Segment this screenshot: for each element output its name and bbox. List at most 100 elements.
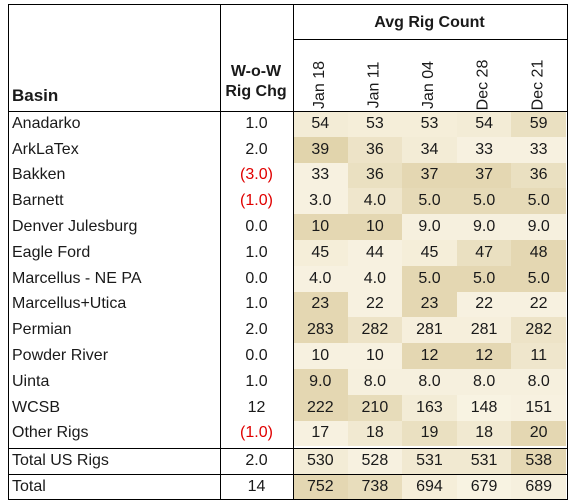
row-rig-count-cell: 282 bbox=[347, 317, 403, 344]
row-basin-name: Uinta bbox=[12, 372, 50, 390]
header-wow-line2: Rig Chg bbox=[225, 83, 287, 100]
row-rig-count-cell: 9.0 bbox=[456, 214, 512, 240]
row-rig-count-cell: 39 bbox=[293, 136, 348, 163]
row-basin-name: Marcellus+Utica bbox=[12, 295, 127, 313]
header-date-label: Jan 04 bbox=[420, 60, 438, 110]
header-date-label: Dec 28 bbox=[474, 59, 492, 111]
table-top-border bbox=[8, 4, 568, 5]
row-rig-count-cell: 10 bbox=[293, 343, 348, 369]
row-basin-name: Other Rigs bbox=[12, 424, 89, 442]
header-bottom-border bbox=[8, 111, 568, 112]
header-date-2: Jan 04 bbox=[402, 58, 456, 112]
row-rig-count-cell: 20 bbox=[511, 420, 566, 447]
row-rig-count-cell: 10 bbox=[293, 214, 348, 240]
row-rig-count-cell: 528 bbox=[347, 448, 403, 474]
header-basin: Basin bbox=[12, 86, 59, 105]
row-rig-count-cell: 22 bbox=[511, 291, 566, 318]
row-basin-name: ArkLaTex bbox=[12, 140, 79, 158]
row-rig-count-cell: 4.0 bbox=[347, 265, 403, 292]
row-wow-change: (1.0) bbox=[240, 424, 273, 442]
row-basin-name: Total bbox=[12, 478, 46, 495]
row-rig-count-cell: 12 bbox=[456, 343, 512, 369]
row-rig-count-cell: 48 bbox=[511, 240, 566, 266]
row-rig-count-cell: 281 bbox=[402, 317, 457, 344]
row-wow-change: 0.0 bbox=[245, 218, 268, 236]
row-rig-count-cell: 4.0 bbox=[347, 188, 403, 215]
row-rig-count-cell: 4.0 bbox=[293, 265, 348, 292]
header-date-3: Dec 28 bbox=[457, 58, 511, 112]
row-wow-change: 14 bbox=[247, 478, 266, 495]
table-left-border bbox=[8, 4, 9, 500]
row-rig-count-cell: 34 bbox=[402, 136, 457, 163]
row-rig-count-cell: 689 bbox=[511, 474, 566, 500]
totals-top-border bbox=[8, 448, 568, 449]
row-rig-count-cell: 531 bbox=[402, 448, 457, 474]
row-rig-count-cell: 12 bbox=[402, 343, 457, 369]
row-rig-count-cell: 530 bbox=[293, 448, 348, 474]
row-rig-count-cell: 10 bbox=[347, 343, 403, 369]
row-rig-count-cell: 222 bbox=[293, 394, 348, 421]
row-rig-count-cell: 531 bbox=[456, 448, 512, 474]
row-rig-count-cell: 10 bbox=[347, 214, 403, 240]
basin-column-divider bbox=[220, 4, 221, 500]
avg-header-divider bbox=[293, 39, 568, 40]
wow-column-divider bbox=[293, 4, 294, 500]
row-rig-count-cell: 37 bbox=[456, 162, 512, 189]
header-date-0: Jan 18 bbox=[293, 58, 347, 112]
row-rig-count-cell: 3.0 bbox=[293, 188, 348, 215]
row-rig-count-cell: 22 bbox=[456, 291, 512, 318]
row-wow-change: 1.0 bbox=[245, 372, 268, 390]
header-date-label: Jan 11 bbox=[365, 61, 383, 109]
row-rig-count-cell: 33 bbox=[293, 162, 348, 189]
row-wow-change: 0.0 bbox=[245, 347, 268, 365]
header-date-4: Dec 21 bbox=[511, 58, 565, 112]
row-rig-count-cell: 9.0 bbox=[511, 214, 566, 240]
row-rig-count-cell: 53 bbox=[347, 111, 403, 137]
row-basin-name: Permian bbox=[12, 321, 72, 339]
row-rig-count-cell: 36 bbox=[347, 162, 403, 189]
row-wow-change: 2.0 bbox=[245, 452, 268, 469]
row-rig-count-cell: 53 bbox=[402, 111, 457, 137]
row-rig-count-cell: 22 bbox=[347, 291, 403, 318]
row-rig-count-cell: 54 bbox=[456, 111, 512, 137]
row-rig-count-cell: 8.0 bbox=[456, 369, 512, 395]
row-rig-count-cell: 33 bbox=[511, 136, 566, 163]
row-rig-count-cell: 17 bbox=[293, 420, 348, 447]
header-avg-rig-count: Avg Rig Count bbox=[374, 14, 485, 31]
row-wow-change: 2.0 bbox=[245, 321, 268, 339]
row-wow-change: 12 bbox=[247, 398, 266, 416]
row-basin-name: Marcellus - NE PA bbox=[12, 269, 142, 287]
row-rig-count-cell: 5.0 bbox=[402, 265, 457, 292]
row-rig-count-cell: 5.0 bbox=[456, 265, 512, 292]
row-rig-count-cell: 163 bbox=[402, 394, 457, 421]
row-wow-change: 1.0 bbox=[245, 114, 268, 132]
row-rig-count-cell: 23 bbox=[293, 291, 348, 318]
row-rig-count-cell: 36 bbox=[347, 136, 403, 163]
row-rig-count-cell: 282 bbox=[511, 317, 566, 344]
row-rig-count-cell: 283 bbox=[293, 317, 348, 344]
header-date-1: Jan 11 bbox=[348, 58, 402, 112]
row-rig-count-cell: 37 bbox=[402, 162, 457, 189]
row-rig-count-cell: 752 bbox=[293, 474, 348, 500]
row-basin-name: Powder River bbox=[12, 347, 109, 365]
row-rig-count-cell: 5.0 bbox=[456, 188, 512, 215]
row-basin-name: Bakken bbox=[12, 166, 66, 184]
totals-divider bbox=[8, 474, 568, 475]
row-rig-count-cell: 23 bbox=[402, 291, 457, 318]
row-rig-count-cell: 45 bbox=[293, 240, 348, 266]
row-rig-count-cell: 5.0 bbox=[511, 188, 566, 215]
row-rig-count-cell: 8.0 bbox=[402, 369, 457, 395]
row-rig-count-cell: 19 bbox=[402, 420, 457, 447]
row-rig-count-cell: 44 bbox=[347, 240, 403, 266]
row-basin-name: WCSB bbox=[12, 398, 60, 416]
row-rig-count-cell: 281 bbox=[456, 317, 512, 344]
row-rig-count-cell: 8.0 bbox=[347, 369, 403, 395]
row-basin-name: Anadarko bbox=[12, 114, 81, 132]
row-basin-name: Total US Rigs bbox=[12, 452, 109, 469]
row-rig-count-cell: 9.0 bbox=[402, 214, 457, 240]
header-wow-change: W-o-W Rig Chg bbox=[220, 62, 292, 102]
row-rig-count-cell: 18 bbox=[347, 420, 403, 447]
row-rig-count-cell: 210 bbox=[347, 394, 403, 421]
header-date-label: Jan 18 bbox=[310, 60, 328, 110]
